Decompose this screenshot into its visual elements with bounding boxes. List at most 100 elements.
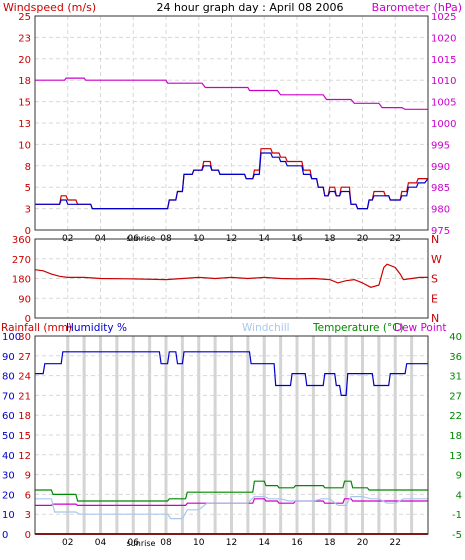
baro-y-tick-label: 1000 — [431, 119, 456, 130]
rain-x-tick-label: 04 — [95, 538, 107, 548]
rain-x-tick-label: 18 — [324, 538, 336, 548]
rain-y-tick-label: 0 — [25, 530, 31, 541]
temperature-axis-title: Temperature (°C) — [312, 322, 404, 334]
rain-x-tick-label: 12 — [226, 538, 237, 548]
chart-title: 24 hour graph day : April 08 2006 — [157, 1, 344, 14]
rain-y-tick-label: 27 — [18, 352, 31, 363]
sunrise-annotation-bottom: sunrise — [127, 539, 156, 548]
temperature-line — [35, 480, 428, 502]
dir-compass-label: N — [431, 233, 439, 246]
windspeed-axis-title: Windspeed (m/s) — [3, 1, 96, 14]
temp-y-tick-label: 36 — [449, 352, 462, 363]
temp-y-tick-label: 27 — [449, 391, 462, 402]
wind-y-tick-label: 13 — [18, 119, 31, 130]
temp-y-tick-label: 9 — [456, 471, 462, 482]
baro-y-tick-label: 995 — [431, 140, 450, 151]
temp-y-tick-label: -1 — [452, 510, 462, 521]
rain-x-tick-label: 08 — [160, 538, 172, 548]
temp-y-tick-label: 31 — [449, 372, 462, 383]
hour-band — [311, 336, 315, 534]
humidity-y-tick-label: 0 — [2, 530, 8, 541]
humidity-y-tick-label: 100 — [2, 332, 21, 343]
temp-y-tick-label: 40 — [449, 332, 462, 343]
dir-y-tick-label: 360 — [12, 235, 31, 246]
windchill-line — [35, 496, 428, 520]
wind-y-tick-label: 3 — [25, 205, 31, 216]
rain-x-tick-label: 22 — [390, 538, 401, 548]
rainfall-axis-title: Rainfall (mm) — [1, 322, 72, 334]
rain-y-tick-label: 12 — [18, 451, 31, 462]
dir-y-tick-label: 90 — [18, 294, 31, 305]
rain-y-tick-label: 30 — [18, 332, 31, 343]
wind-y-tick-label: 18 — [18, 76, 31, 87]
humidity-y-tick-label: 80 — [2, 372, 15, 383]
temp-y-tick-label: 22 — [449, 411, 462, 422]
humidity-y-tick-label: 10 — [2, 510, 15, 521]
dir-y-tick-label: 0 — [25, 314, 31, 325]
wind-y-tick-label: 8 — [25, 162, 31, 173]
wind-y-tick-label: 15 — [18, 98, 31, 109]
rain-panel-frame — [34, 335, 429, 535]
humidity-y-tick-label: 40 — [2, 451, 15, 462]
rain-x-tick-label: 16 — [291, 538, 303, 548]
baro-y-tick-label: 1015 — [431, 55, 456, 66]
baro-y-tick-label: 985 — [431, 183, 450, 194]
rain-y-tick-label: 21 — [18, 391, 31, 402]
humidity-y-tick-label: 90 — [2, 352, 15, 363]
dir-panel-frame — [34, 238, 429, 319]
hour-band — [66, 336, 70, 534]
rain-x-tick-label: 20 — [357, 538, 369, 548]
baro-y-tick-label: 980 — [431, 205, 450, 216]
windchill-axis-title: Windchill — [242, 322, 290, 334]
hour-band — [262, 336, 266, 534]
hour-band — [410, 336, 414, 534]
temp-y-tick-label: 18 — [449, 431, 462, 442]
humidity-axis-title: Humidity % — [66, 322, 127, 334]
humidity-y-tick-label: 20 — [2, 490, 15, 501]
direction-line — [34, 263, 428, 288]
dir-compass-label: E — [431, 292, 438, 305]
temp-y-tick-label: -5 — [452, 530, 462, 541]
rain-x-tick-label: 02 — [62, 538, 73, 548]
hour-band — [213, 336, 217, 534]
wind-y-tick-label: 5 — [25, 183, 31, 194]
dir-y-tick-label: 180 — [12, 275, 31, 286]
wind-y-tick-label: 0 — [25, 226, 31, 237]
humidity-y-tick-label: 30 — [2, 471, 15, 482]
dir-y-tick-label: 270 — [12, 255, 31, 266]
wind-y-tick-label: 23 — [18, 33, 31, 44]
rain-y-tick-label: 6 — [25, 490, 31, 501]
humidity-y-tick-label: 70 — [2, 391, 15, 402]
humidity-line — [35, 351, 428, 396]
hour-band — [361, 336, 364, 534]
baro-y-tick-label: 1005 — [431, 98, 456, 109]
baro-y-tick-label: 990 — [431, 162, 450, 173]
hour-band — [115, 336, 119, 534]
wind-y-tick-label: 20 — [18, 55, 31, 66]
dewpoint-line — [35, 498, 428, 506]
baro-y-tick-label: 1025 — [431, 12, 456, 23]
rain-x-tick-label: 14 — [259, 538, 271, 548]
barometer-line — [35, 77, 428, 110]
dewpoint-axis-title: Dew Point — [394, 322, 447, 334]
rain-y-tick-label: 3 — [25, 510, 31, 521]
rain-y-tick-label: 24 — [18, 372, 31, 383]
baro-y-tick-label: 1010 — [431, 76, 456, 87]
baro-y-tick-label: 1020 — [431, 33, 456, 44]
humidity-y-tick-label: 50 — [2, 431, 15, 442]
baro-y-tick-label: 975 — [431, 226, 450, 237]
rain-x-tick-label: 06 — [128, 538, 140, 548]
hour-band — [164, 336, 168, 534]
windspeed-line — [35, 152, 429, 210]
temp-y-tick-label: 4 — [456, 490, 462, 501]
rain-y-tick-label: 18 — [18, 411, 31, 422]
rain-y-tick-label: 15 — [18, 431, 31, 442]
barometer-axis-title: Barometer (hPa) — [372, 1, 462, 14]
dir-compass-label: S — [431, 273, 438, 286]
wind-y-tick-label: 10 — [18, 140, 31, 151]
rain-x-tick-label: 10 — [193, 538, 205, 548]
wind-panel-frame — [34, 15, 429, 231]
dir-compass-label: N — [431, 312, 439, 325]
